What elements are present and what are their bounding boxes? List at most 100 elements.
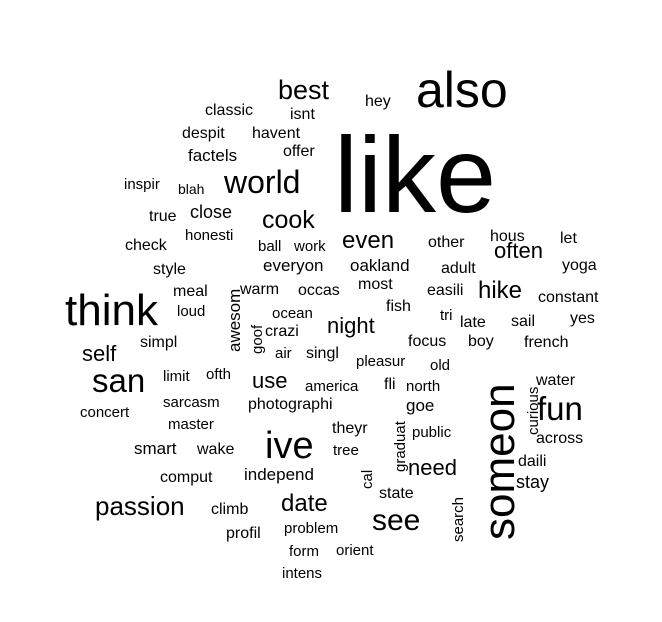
word: use xyxy=(252,368,287,393)
word: climb xyxy=(211,501,248,518)
word: hous xyxy=(490,228,525,245)
word: true xyxy=(149,208,177,225)
word: work xyxy=(293,238,326,255)
word: passion xyxy=(95,491,185,521)
word: inspir xyxy=(124,176,160,193)
word: america xyxy=(305,378,359,395)
word: photographi xyxy=(248,396,333,413)
word: also xyxy=(416,62,508,118)
word: orient xyxy=(336,542,374,559)
word: oakland xyxy=(350,256,410,275)
word: easili xyxy=(427,282,463,299)
word: adult xyxy=(441,260,476,277)
word: date xyxy=(281,490,328,517)
word: blah xyxy=(178,181,204,197)
word: ofth xyxy=(206,366,231,383)
word: intens xyxy=(282,565,322,582)
word: tri xyxy=(440,307,453,324)
word: water xyxy=(535,372,576,389)
word: fun xyxy=(537,390,583,427)
word: close xyxy=(190,202,232,222)
word: curious xyxy=(525,387,542,435)
word: awesom xyxy=(225,289,244,352)
word: singl xyxy=(306,345,339,362)
word: state xyxy=(379,485,414,502)
word: hike xyxy=(478,277,522,304)
word: smart xyxy=(134,439,177,458)
word: warm xyxy=(239,281,279,298)
word: tree xyxy=(333,442,359,459)
word: style xyxy=(153,261,186,278)
word: occas xyxy=(298,282,340,299)
word: form xyxy=(289,543,319,560)
word: cook xyxy=(262,206,315,234)
word: profil xyxy=(226,525,261,542)
word: across xyxy=(536,430,583,447)
word: fli xyxy=(384,376,396,393)
word: focus xyxy=(408,333,446,350)
word: cal xyxy=(359,470,376,489)
word: often xyxy=(494,238,543,263)
word: stay xyxy=(516,472,549,492)
word: yes xyxy=(570,310,595,327)
word: simpl xyxy=(140,334,177,351)
word: goe xyxy=(406,396,434,415)
word: sarcasm xyxy=(163,394,220,411)
word: daili xyxy=(518,453,546,470)
word: late xyxy=(460,314,486,331)
word: comput xyxy=(160,469,213,486)
word: even xyxy=(342,227,394,254)
word: honesti xyxy=(185,227,233,244)
word: check xyxy=(125,237,168,254)
word: loud xyxy=(177,303,205,320)
word: havent xyxy=(252,125,301,142)
word: ive xyxy=(265,425,314,467)
word: classic xyxy=(205,102,253,119)
word: problem xyxy=(284,520,338,537)
word: hey xyxy=(365,93,391,110)
word: sail xyxy=(511,313,535,330)
word: need xyxy=(408,455,457,480)
word: factels xyxy=(188,146,237,165)
word: independ xyxy=(244,465,314,484)
word: san xyxy=(92,362,145,399)
word: offer xyxy=(283,143,315,160)
word: wake xyxy=(196,441,234,458)
word: other xyxy=(428,234,465,251)
word: constant xyxy=(538,289,599,306)
word: limit xyxy=(163,368,190,385)
word: see xyxy=(372,504,420,537)
word: ocean xyxy=(272,305,313,322)
word: someon xyxy=(475,383,524,540)
word: pleasur xyxy=(356,353,405,370)
word: think xyxy=(65,286,159,335)
word: ball xyxy=(258,238,281,255)
word: theyr xyxy=(332,420,368,437)
word: fish xyxy=(386,298,411,315)
word: concert xyxy=(80,404,130,421)
word: master xyxy=(168,416,214,433)
word: air xyxy=(275,345,292,362)
word: public xyxy=(412,424,452,441)
word: graduat xyxy=(392,420,409,472)
word: everyon xyxy=(263,256,323,275)
word: like xyxy=(334,114,496,235)
word: isnt xyxy=(290,106,315,123)
word: french xyxy=(524,334,568,351)
word: self xyxy=(82,341,117,366)
word: old xyxy=(430,357,450,374)
word: search xyxy=(450,497,467,542)
word: yoga xyxy=(562,257,597,274)
word: night xyxy=(327,313,375,338)
word: most xyxy=(358,276,393,293)
word: world xyxy=(223,164,300,200)
word: goof xyxy=(249,324,266,354)
word: despit xyxy=(182,125,225,142)
word: best xyxy=(278,75,330,105)
word: crazi xyxy=(265,323,299,340)
word: let xyxy=(560,230,577,247)
word: boy xyxy=(468,333,494,350)
word: meal xyxy=(173,283,208,300)
word: north xyxy=(406,378,440,395)
